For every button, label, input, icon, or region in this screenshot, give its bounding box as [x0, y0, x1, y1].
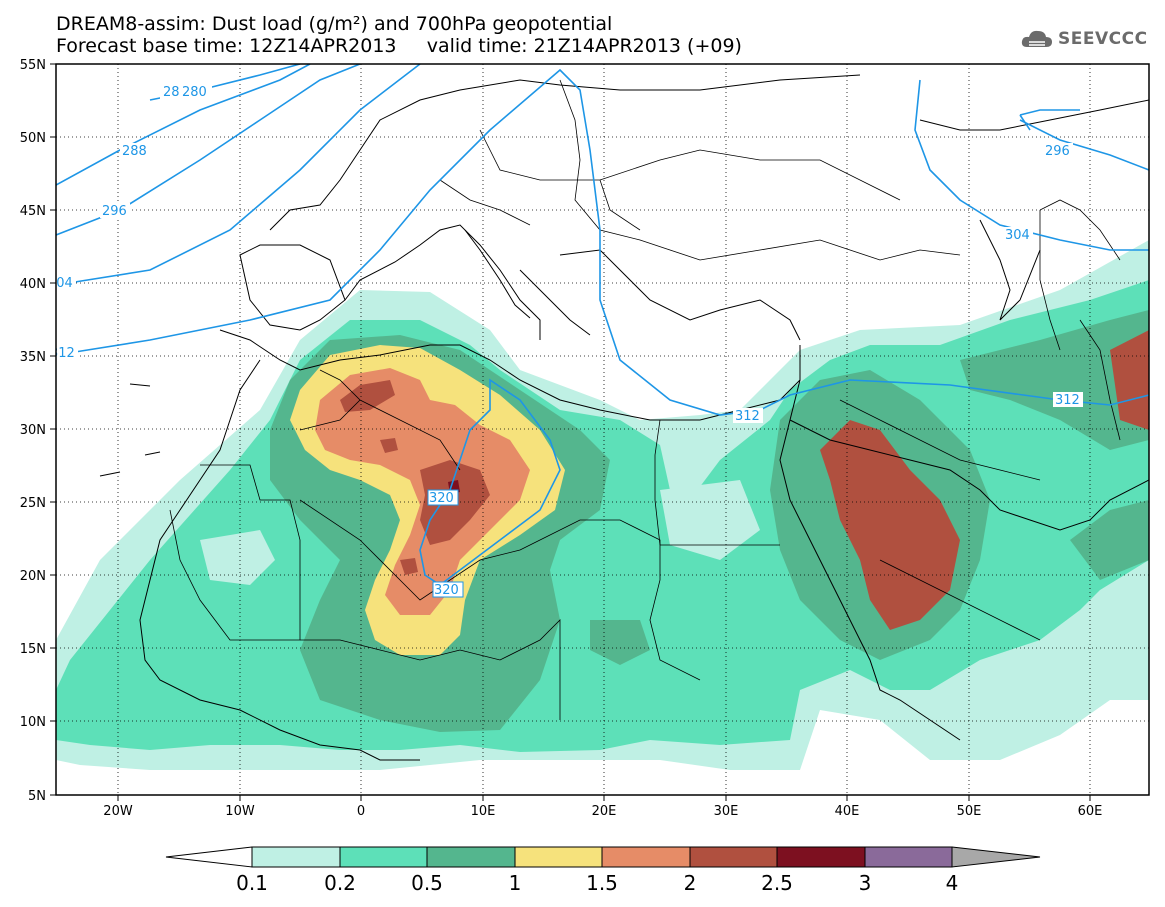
colorbar-tick-0.2: 0.2	[324, 871, 356, 895]
contour-label-288: 288	[122, 144, 147, 159]
contour-label-312-mid: 312	[735, 409, 760, 424]
colorbar-bin-1	[514, 846, 603, 868]
contour-label-28: 28	[163, 85, 180, 100]
colorbar-tick-2: 2	[684, 871, 697, 895]
contour-label-304: 304	[48, 276, 73, 291]
colorbar-tick-labels: 0.1 0.2 0.5 1 1.5 2 2.5 3 4	[236, 871, 958, 895]
lat-label-5n: 5N	[28, 789, 46, 804]
title-line-1: DREAM8-assim: Dust load (g/m²) and 700hP…	[56, 13, 613, 35]
colorbar-bin-2	[689, 846, 778, 868]
lon-label-20e: 20E	[592, 804, 617, 819]
lon-label-10e: 10E	[471, 804, 496, 819]
contour-label-296: 296	[102, 204, 127, 219]
map-area: 28 280 288 296 304 312 320 320 312 312 2…	[48, 64, 1149, 795]
colorbar-tick-4: 4	[946, 871, 959, 895]
colorbar-tick-1: 1	[509, 871, 522, 895]
colorbar-bin-0.5	[426, 846, 516, 868]
contour-labels: 28 280 288 296 304 312 320 320 312 312 2…	[48, 84, 1083, 598]
title-line-2: Forecast base time: 12Z14APR2013 valid t…	[56, 35, 742, 57]
colorbar-tick-0.5: 0.5	[411, 871, 443, 895]
lon-label-60e: 60E	[1078, 804, 1103, 819]
colorbar-bin-2.5	[776, 846, 866, 868]
lon-label-30e: 30E	[714, 804, 739, 819]
lon-label-40e: 40E	[835, 804, 860, 819]
lat-label-20n: 20N	[20, 569, 46, 584]
lat-label-45n: 45N	[20, 204, 46, 219]
lon-axis-labels: 20W 10W 0 10E 20E 30E 40E 50E 60E	[103, 804, 1102, 819]
contour-label-320-b: 320	[434, 583, 459, 598]
contour-label-312-east: 312	[1055, 393, 1080, 408]
colorbar-bin-3	[864, 846, 953, 868]
colorbar-bin-1.5	[601, 846, 691, 868]
lon-label-10w: 10W	[225, 804, 255, 819]
contour-label-320-a: 320	[429, 491, 454, 506]
colorbar-bin-0.1	[251, 846, 341, 868]
lat-label-15n: 15N	[20, 642, 46, 657]
contour-label-304-east: 304	[1005, 228, 1030, 243]
colorbar-bin-0.2	[339, 846, 428, 868]
seevccc-logo: SEEVCCC	[1020, 27, 1148, 51]
contour-label-296-east: 296	[1045, 144, 1070, 159]
contour-label-312-west: 312	[50, 346, 75, 361]
colorbar-tick-3: 3	[859, 871, 872, 895]
lat-label-10n: 10N	[20, 715, 46, 730]
colorbar-right-arrow	[951, 846, 1041, 868]
colorbar-tick-0.1: 0.1	[236, 871, 268, 895]
axis-ticks	[50, 63, 1091, 801]
colorbar-tick-1.5: 1.5	[586, 871, 618, 895]
lon-label-0: 0	[357, 804, 365, 819]
cloud-logo-icon	[1021, 30, 1052, 47]
colorbar-tick-2.5: 2.5	[761, 871, 793, 895]
lat-label-25n: 25N	[20, 496, 46, 511]
contour-label-280: 280	[182, 85, 207, 100]
coastlines	[99, 74, 1149, 761]
borders	[169, 79, 1121, 720]
colorbar-left-arrow	[165, 846, 253, 868]
lon-label-20w: 20W	[103, 804, 133, 819]
lon-label-50e: 50E	[957, 804, 982, 819]
dust-field-1.5	[315, 368, 530, 615]
logo-text: SEEVCCC	[1058, 29, 1148, 49]
lat-label-35n: 35N	[20, 350, 46, 365]
lat-label-30n: 30N	[20, 423, 46, 438]
lat-label-40n: 40N	[20, 277, 46, 292]
colorbar	[165, 846, 1041, 868]
lat-label-55n: 55N	[20, 58, 46, 73]
lat-label-50n: 50N	[20, 131, 46, 146]
lat-axis-labels: 55N 50N 45N 40N 35N 30N 25N 20N 15N 10N …	[20, 58, 46, 804]
